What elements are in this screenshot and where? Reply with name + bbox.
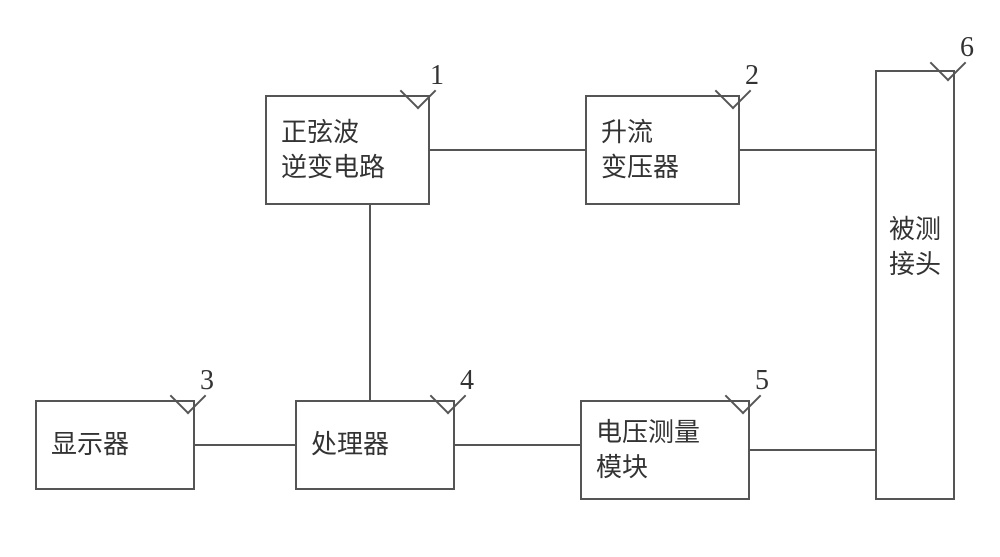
block-n3: 显示器 bbox=[35, 400, 195, 490]
connector-line bbox=[195, 444, 295, 446]
label-n3: 3 bbox=[200, 365, 214, 397]
diagram-canvas: 正弦波 逆变电路1 升流 变压器2 显示器3 处理器4 电压测量 模块5 被测 接头6 bbox=[0, 0, 1000, 557]
connector-line bbox=[369, 205, 371, 400]
block-n5: 电压测量 模块 bbox=[580, 400, 750, 500]
label-n1: 1 bbox=[430, 60, 444, 92]
label-n2: 2 bbox=[745, 60, 759, 92]
label-n4: 4 bbox=[460, 365, 474, 397]
block-n2: 升流 变压器 bbox=[585, 95, 740, 205]
label-n6: 6 bbox=[960, 32, 974, 64]
label-n5: 5 bbox=[755, 365, 769, 397]
connector-line bbox=[740, 149, 875, 151]
connector-line bbox=[750, 449, 875, 451]
block-n1: 正弦波 逆变电路 bbox=[265, 95, 430, 205]
block-n4: 处理器 bbox=[295, 400, 455, 490]
connector-line bbox=[455, 444, 580, 446]
connector-line bbox=[430, 149, 585, 151]
block-n6: 被测 接头 bbox=[875, 70, 955, 500]
